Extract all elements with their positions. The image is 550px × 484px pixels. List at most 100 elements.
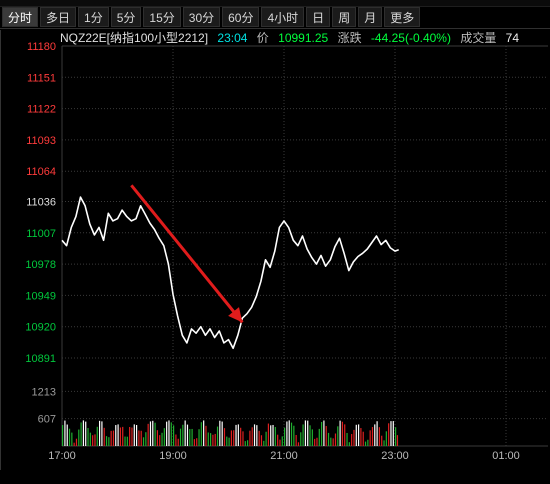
volume-bar [175,434,177,446]
volume-bar [344,424,346,446]
volume-bar [364,441,367,446]
volume-bar [293,425,295,446]
volume-bar [284,427,286,446]
volume-bar [62,425,64,446]
change-label: 涨跌 [337,31,362,45]
volume-bar [337,426,339,446]
volume-bar [311,429,313,446]
volume-bar [277,434,279,446]
volume-bar [381,435,383,446]
price-tick-label: 10920 [25,322,56,334]
volume-bar [142,437,145,446]
volume-bar [140,430,142,446]
volume-bar [191,428,193,446]
tab-3[interactable]: 5分 [110,7,142,27]
volume-bar [274,426,276,446]
toolbar-divider [0,28,550,29]
volume-bar [244,441,246,446]
volume-bar [80,422,82,446]
volume-bar [94,434,96,446]
volume-bar [265,431,267,446]
volume-bar [279,439,281,446]
volume-bar [390,421,392,446]
volume-bar [297,442,300,446]
volume-bar [395,427,397,446]
volume-bar [205,425,207,446]
tab-9[interactable]: 周 [332,7,357,27]
volume-bar [196,438,198,446]
volume-value: 74 [505,31,520,45]
volume-bar [396,435,399,446]
volume-bar [295,434,297,446]
tab-4[interactable]: 15分 [143,7,181,27]
tab-8[interactable]: 日 [306,7,331,27]
volume-bar [131,427,133,446]
tab-2[interactable]: 1分 [78,7,109,27]
time-tick-label: 19:00 [159,450,187,462]
volume-bar [212,434,214,446]
volume-bar [330,437,332,446]
volume-bar [230,430,233,446]
price-tick-label: 11151 [27,72,56,84]
volume-bar [270,425,272,446]
volume-bar [99,420,101,446]
time-tick-label: 21:00 [270,450,298,462]
volume-bar [186,424,189,446]
tab-6[interactable]: 60分 [222,7,260,27]
volume-bar [85,421,87,446]
volume-bar [228,437,230,446]
volume-bar [281,436,283,446]
volume-bar [119,427,122,446]
volume-label: 成交量 [460,31,497,45]
time-tick-label: 23:00 [381,450,409,462]
volume-bar [362,431,364,446]
tab-5[interactable]: 30分 [182,7,221,27]
time-tick-label: 01:00 [492,450,520,462]
volume-bar [203,420,205,446]
annotation-arrow-head [228,307,243,323]
volume-bar [92,435,94,446]
volume-bar [341,421,344,446]
tab-11[interactable]: 更多 [384,7,421,27]
volume-bar [117,424,119,446]
tab-7[interactable]: 4小时 [261,7,305,27]
volume-bar [73,442,75,446]
tab-1[interactable]: 多日 [40,7,77,27]
volume-bar [367,439,369,446]
price-line [61,196,399,350]
volume-bar [182,424,184,446]
title-strip [0,0,550,7]
volume-bar [163,428,165,446]
volume-bar [304,420,307,446]
volume-bar [166,421,168,446]
time-tick-label: 17:00 [48,450,76,462]
volume-bar [247,440,249,446]
volume-bar [200,422,202,446]
volume-bar [346,432,348,446]
volume-bar [237,424,239,446]
volume-bar [154,422,156,446]
volume-bar [300,432,302,446]
volume-bar [392,421,394,446]
volume-bar [133,424,135,446]
volume-bar [173,425,175,446]
volume-bar [235,424,237,446]
volume-bar [71,432,73,446]
volume-bar [263,440,265,446]
volume-bar [353,429,355,446]
volume-bar [288,420,290,446]
volume-bar [75,438,78,446]
volume-bar [309,425,311,446]
volume-bar [168,420,170,446]
volume-bar [147,423,149,446]
volume-bar [327,432,330,446]
volume-bar [214,433,216,446]
volume-bar [112,430,115,446]
annotation-arrow-shaft [130,184,244,324]
price-tick-label: 11064 [26,166,56,178]
tab-0[interactable]: 分时 [2,7,39,27]
quote-bar: NQZ22E[纳指100小型2212] 23:04 价 10991.25 涨跌 … [60,30,525,46]
tab-10[interactable]: 月 [358,7,383,27]
volume-bar [307,420,309,446]
